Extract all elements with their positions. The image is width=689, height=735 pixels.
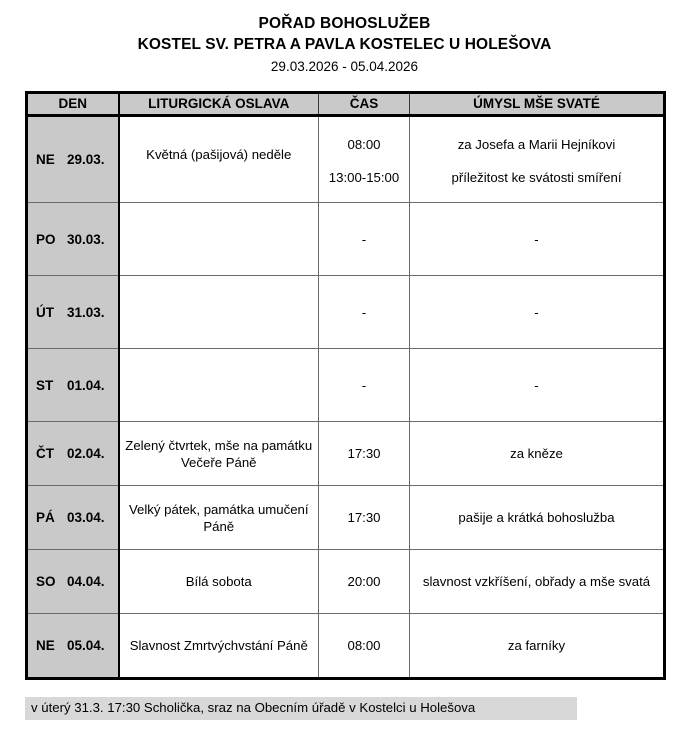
day-date: 29.03. [67, 152, 105, 167]
day-abbr: SO [36, 574, 56, 589]
column-header-liturgie: LITURGICKÁ OSLAVA [118, 92, 319, 117]
page-subtitle-church: KOSTEL SV. PETRA A PAVLA KOSTELEC U HOLE… [137, 36, 552, 53]
table-row: ST 01.04. - - [26, 348, 665, 422]
table-header-row: DEN LITURGICKÁ OSLAVA ČAS ÚMYSL MŠE SVAT… [26, 92, 665, 117]
day-date: 31.03. [67, 304, 105, 320]
intention-text: za Josefa a Marii Hejníkovi [457, 136, 616, 152]
day-cell: PÁ 03.04. [26, 485, 120, 550]
table-row: ÚT 31.03. - - [26, 275, 665, 349]
column-header-cas: ČAS [318, 92, 410, 117]
table-header: DEN LITURGICKÁ OSLAVA ČAS ÚMYSL MŠE SVAT… [26, 92, 665, 117]
liturgy-cell [118, 202, 319, 276]
table-row: PÁ 03.04. Velký pátek, památka umučení Pá… [26, 485, 665, 550]
table-row: NE 05.04. Slavnost Zmrtvýchvstání Páně 08… [26, 613, 665, 679]
liturgy-cell [118, 348, 319, 422]
day-abbr: NE [36, 152, 55, 167]
day-date: 04.04. [67, 574, 105, 589]
intention-cell: za farníky [409, 613, 665, 679]
document-header: POŘAD BOHOSLUŽEB KOSTEL SV. PETRA A PAVL… [0, 0, 689, 77]
column-header-umysl: ÚMYSL MŠE SVATÉ [409, 92, 665, 117]
time-cell: 17:30 [318, 485, 410, 550]
time-text: 08:00 [347, 136, 381, 152]
day-date: 03.04. [67, 510, 105, 525]
time-cell: 08:00 13:00-15:00 [318, 115, 410, 203]
intention-cell: - [409, 348, 665, 422]
table-body: NE 29.03. Květná (pašijová) neděle 08:00 … [26, 115, 665, 679]
time-cell: 08:00 [318, 613, 410, 679]
liturgy-cell: Zelený čtvrtek, mše na památku Večeře Pá… [118, 421, 319, 486]
time-cell: 20:00 [318, 549, 410, 614]
day-abbr: ST [36, 377, 54, 393]
intention-cell: za kněze [409, 421, 665, 486]
day-abbr: NE [36, 638, 55, 653]
intention-text-secondary: příležitost ke svátosti smíření [451, 169, 622, 185]
column-header-den: DEN [26, 92, 120, 117]
day-date: 01.04. [67, 377, 105, 393]
table-row: NE 29.03. Květná (pašijová) neděle 08:00 … [26, 115, 665, 203]
day-cell: NE 29.03. [26, 115, 120, 203]
day-abbr: PÁ [36, 510, 55, 525]
table-row: ČT 02.04. Zelený čtvrtek, mše na památku … [26, 421, 665, 486]
liturgy-text: Květná (pašijová) neděle [146, 147, 292, 162]
intention-cell: pašije a krátká bohoslužba [409, 485, 665, 550]
day-abbr: PO [36, 231, 56, 247]
time-cell: - [318, 275, 410, 349]
day-cell: ÚT 31.03. [26, 275, 120, 349]
liturgy-cell: Velký pátek, památka umučení Páně [118, 485, 319, 550]
day-date: 05.04. [67, 638, 105, 653]
liturgy-cell: Bílá sobota [118, 549, 319, 614]
table-row: PO 30.03. - - [26, 202, 665, 276]
liturgy-cell: Květná (pašijová) neděle [118, 115, 319, 203]
date-range: 29.03.2026 - 05.04.2026 [270, 59, 419, 74]
intention-cell: - [409, 202, 665, 276]
mass-schedule-table: DEN LITURGICKÁ OSLAVA ČAS ÚMYSL MŠE SVAT… [25, 91, 666, 680]
day-date: 02.04. [67, 446, 105, 461]
intention-cell: za Josefa a Marii Hejníkovi příležitost … [409, 115, 665, 203]
day-cell: NE 05.04. [26, 613, 120, 679]
day-date: 30.03. [67, 231, 105, 247]
schedule-table-container: DEN LITURGICKÁ OSLAVA ČAS ÚMYSL MŠE SVAT… [25, 91, 666, 680]
intention-cell: - [409, 275, 665, 349]
table-row: SO 04.04. Bílá sobota 20:00 slavnost vzkř… [26, 549, 665, 614]
liturgy-cell: Slavnost Zmrtvýchvstání Páně [118, 613, 319, 679]
page-title: POŘAD BOHOSLUŽEB [258, 15, 431, 32]
intention-cell: slavnost vzkříšení, obřady a mše svatá [409, 549, 665, 614]
time-cell: - [318, 202, 410, 276]
day-cell: PO 30.03. [26, 202, 120, 276]
footer-note: v úterý 31.3. 17:30 Scholička, sraz na O… [25, 697, 577, 720]
time-cell: 17:30 [318, 421, 410, 486]
time-text-secondary: 13:00-15:00 [328, 169, 400, 185]
day-abbr: ČT [36, 446, 54, 461]
day-cell: ST 01.04. [26, 348, 120, 422]
day-cell: ČT 02.04. [26, 421, 120, 486]
day-cell: SO 04.04. [26, 549, 120, 614]
time-cell: - [318, 348, 410, 422]
day-abbr: ÚT [36, 304, 54, 320]
liturgy-cell [118, 275, 319, 349]
